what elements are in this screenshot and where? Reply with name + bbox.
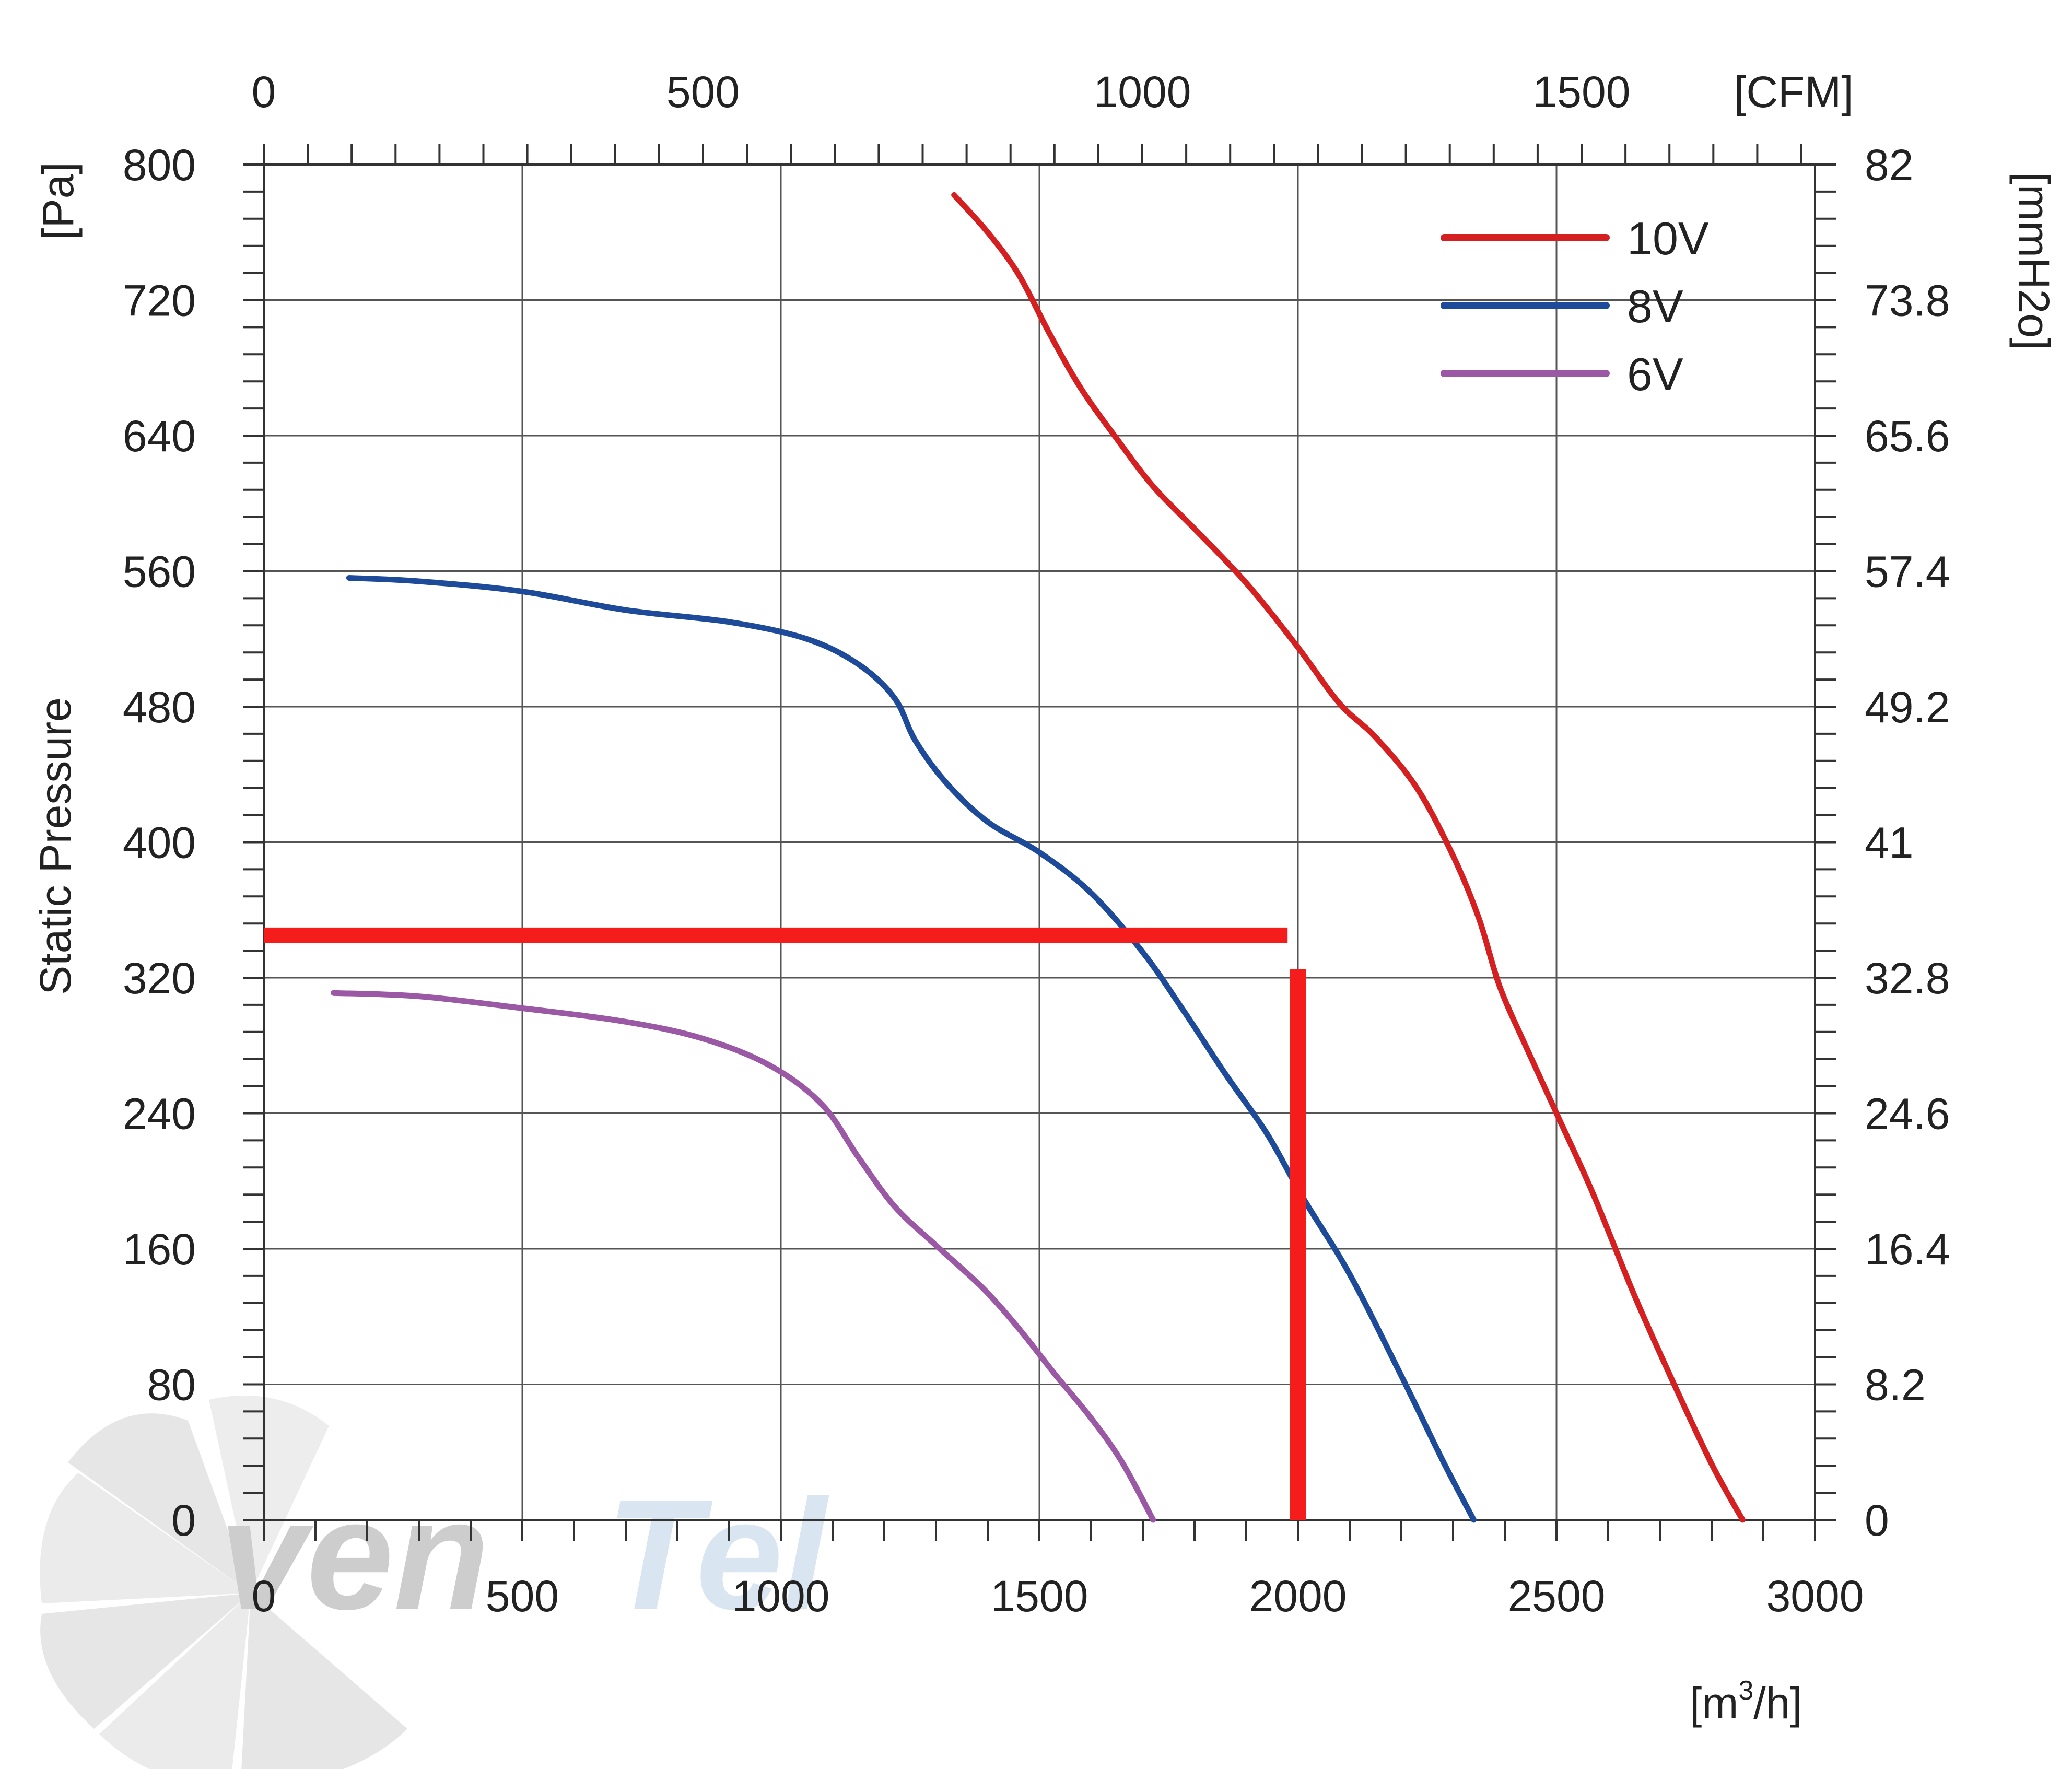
x-tick-label: 2000 — [1249, 1572, 1347, 1621]
fan-logo-icon — [40, 1395, 407, 1769]
static-pressure-axis-title: Static Pressure — [31, 697, 80, 995]
y-tick-label: 400 — [123, 818, 196, 868]
flow-unit-label: [m3/h] — [1690, 1676, 1802, 1728]
y-tick-label: 640 — [123, 412, 196, 461]
x-tick-label: 1000 — [732, 1572, 830, 1621]
x2-tick-label: 500 — [666, 67, 740, 116]
y2-tick-label: 24.6 — [1865, 1089, 1950, 1139]
flow-unit-base: [m — [1690, 1679, 1738, 1728]
series-lines — [331, 192, 1746, 1523]
minor-ticks — [243, 144, 1836, 1541]
y2-tick-labels: 0 8.2 16.4 24.6 32.8 41 49.2 57.4 65.6 73.8 82 — [1865, 140, 1950, 1545]
x2-tick-label: 1000 — [1094, 67, 1191, 116]
y2-tick-label: 41 — [1865, 818, 1913, 868]
y-tick-label: 320 — [123, 954, 196, 1003]
y-tick-label: 0 — [171, 1496, 196, 1545]
y2-tick-label: 73.8 — [1865, 276, 1950, 325]
x2-tick-label: 1500 — [1533, 67, 1631, 116]
x-tick-label: 500 — [486, 1572, 559, 1621]
y-tick-label: 80 — [147, 1361, 196, 1410]
watermark-text-light: Tel — [606, 1467, 829, 1642]
legend: 10V 8V 6V — [1441, 213, 1709, 400]
y2-tick-label: 57.4 — [1865, 547, 1950, 596]
x-tick-label: 3000 — [1766, 1572, 1864, 1621]
pa-unit-label: [Pa] — [33, 162, 83, 240]
cfm-unit-label: [CFM] — [1734, 67, 1854, 116]
grid-lines — [264, 165, 1815, 1520]
mmh2o-unit-label: [mmH2o] — [2009, 172, 2058, 350]
y2-tick-label: 0 — [1865, 1496, 1889, 1545]
y2-tick-label: 82 — [1865, 140, 1913, 190]
legend-label-8v: 8V — [1627, 280, 1683, 332]
series-line-8v — [346, 575, 1477, 1523]
plot-frame — [263, 163, 1816, 1521]
y2-tick-label: 16.4 — [1865, 1225, 1950, 1274]
y-tick-label: 800 — [123, 140, 196, 190]
x-tick-label: 0 — [252, 1572, 276, 1621]
reference-lines — [264, 927, 1306, 1520]
x-tick-label: 1500 — [991, 1572, 1088, 1621]
flow-unit-superscript: 3 — [1738, 1676, 1753, 1706]
y-tick-label: 480 — [123, 683, 196, 732]
x-tick-label: 2500 — [1508, 1572, 1606, 1621]
ventel-watermark: ven Tel — [40, 1395, 829, 1769]
x2-tick-labels: 0 500 1000 1500 — [252, 67, 1631, 116]
series-line-6v — [331, 990, 1156, 1523]
y-tick-label: 240 — [123, 1089, 196, 1139]
y2-tick-label: 49.2 — [1865, 683, 1950, 732]
y-tick-label: 720 — [123, 276, 196, 325]
y-tick-label: 160 — [123, 1225, 196, 1274]
x-tick-labels: 0 500 1000 1500 2000 2500 3000 — [252, 1572, 1864, 1621]
y2-tick-label: 32.8 — [1865, 954, 1950, 1003]
legend-label-6v: 6V — [1627, 348, 1683, 400]
y2-tick-label: 65.6 — [1865, 412, 1950, 461]
y2-tick-label: 8.2 — [1865, 1361, 1926, 1410]
x2-tick-label: 0 — [252, 67, 276, 116]
series-line-10v — [951, 192, 1746, 1523]
y-tick-label: 560 — [123, 547, 196, 596]
flow-unit-tail: /h] — [1753, 1679, 1802, 1728]
legend-label-10v: 10V — [1627, 213, 1709, 264]
y-tick-labels: 0 80 160 240 320 400 480 560 640 720 800 — [123, 140, 196, 1545]
